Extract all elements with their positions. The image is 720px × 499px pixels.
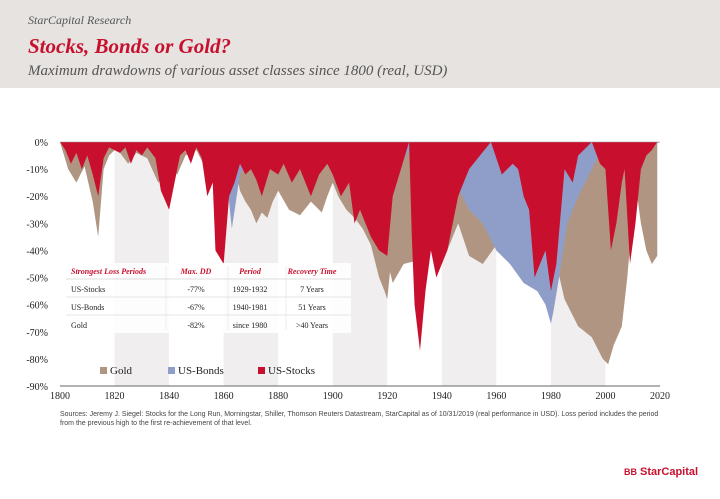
table-cell: 7 Years [300,285,324,294]
y-tick-label: -50% [26,274,48,285]
legend-label: Gold [110,365,133,377]
table-header-cell: Strongest Loss Periods [71,267,146,276]
table-header-cell: Period [239,267,262,276]
y-tick-label: -70% [26,328,48,339]
x-tick-label: 1960 [486,391,506,402]
table-cell: >40 Years [296,321,328,330]
table-background [66,263,351,333]
legend-swatch [168,367,175,374]
x-tick-label: 1900 [323,391,343,402]
y-tick-label: 0% [35,138,48,149]
x-tick-label: 1860 [214,391,234,402]
starcapital-logo: BB StarCapital [624,466,698,478]
x-tick-label: 1800 [50,391,70,402]
logo-text: StarCapital [640,466,699,478]
axes: 0%-10%-20%-30%-40%-50%-60%-70%-80%-90%18… [26,138,670,402]
legend-label: US-Stocks [268,365,315,377]
y-tick-label: -40% [26,246,48,257]
area-series-us-bonds [60,142,660,324]
table-cell: -67% [187,303,205,312]
table-cell: US-Bonds [71,303,104,312]
sources-line-1: Sources: Jeremy J. Siegel: Stocks for th… [60,411,659,418]
x-tick-label: 1940 [432,391,452,402]
y-tick-label: -30% [26,219,48,230]
brand-line: StarCapital Research [28,13,132,27]
table-cell: since 1980 [233,321,267,330]
table-header-cell: Max. DD [180,267,212,276]
table-cell: 1940-1981 [233,303,268,312]
drawdown-chart: 0%-10%-20%-30%-40%-50%-60%-70%-80%-90%18… [26,138,670,402]
x-tick-label: 1920 [377,391,397,402]
table-cell: 1929-1932 [233,285,268,294]
x-tick-label: 1820 [105,391,125,402]
y-tick-label: -20% [26,192,48,203]
legend-swatch [258,367,265,374]
x-tick-label: 1840 [159,391,179,402]
y-tick-label: -60% [26,301,48,312]
logo-mark: BB [624,467,637,477]
table-cell: 51 Years [298,303,326,312]
sources-note: Sources: Jeremy J. Siegel: Stocks for th… [60,410,680,428]
table-cell: Gold [71,321,87,330]
y-tick-label: -10% [26,165,48,176]
loss-periods-table: Strongest Loss Periods Max. DD Period Recov… [66,263,351,333]
x-tick-label: 2020 [650,391,670,402]
header-band [0,0,720,88]
x-tick-label: 2000 [595,391,615,402]
table-cell: US-Stocks [71,285,105,294]
table-header-cell: Recovery Time [287,267,337,276]
legend-swatch [100,367,107,374]
area-series-us-stocks [60,142,658,351]
y-tick-label: -80% [26,355,48,366]
table-cell: -77% [187,285,205,294]
sources-line-2: from the previous high to the first re-a… [60,420,252,427]
x-tick-label: 1880 [268,391,288,402]
y-tick-label: -90% [26,382,48,393]
x-tick-label: 1980 [541,391,561,402]
table-cell: -82% [187,321,205,330]
drawdown-areas [60,142,660,365]
legend-label: US-Bonds [178,365,224,377]
chart-legend: Gold US-Bonds US-Stocks [100,365,315,377]
page-title: Stocks, Bonds or Gold? [28,34,232,58]
page-subtitle: Maximum drawdowns of various asset class… [28,63,448,79]
